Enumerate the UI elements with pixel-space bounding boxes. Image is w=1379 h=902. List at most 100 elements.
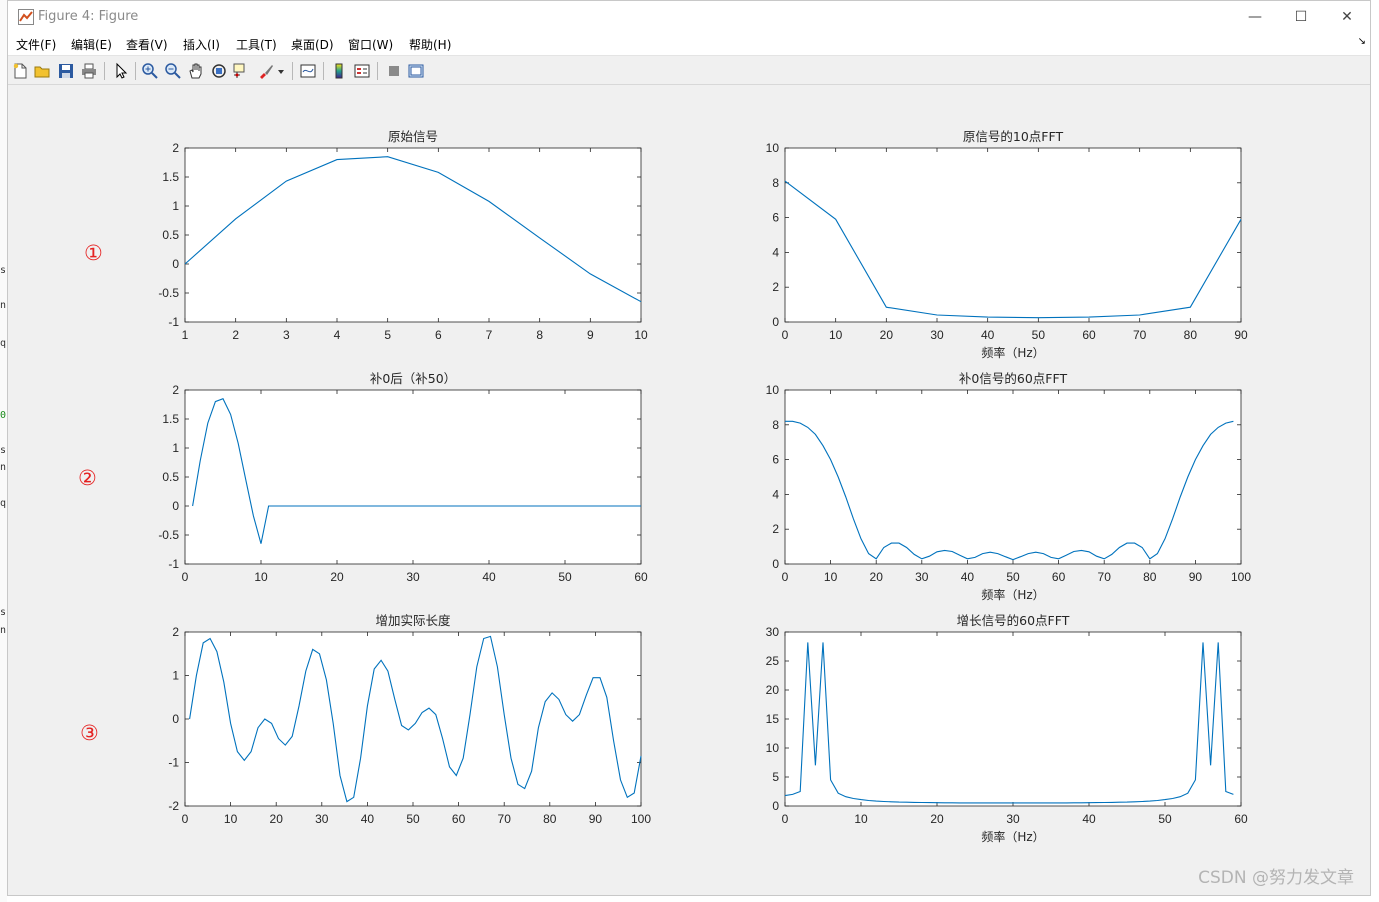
x-tick-label: 40 <box>981 328 995 342</box>
x-tick-label: 60 <box>1052 570 1066 584</box>
x-tick-label: 100 <box>1231 570 1251 584</box>
x-tick-label: 7 <box>486 328 493 342</box>
menu-insert[interactable]: 插入(I) <box>183 38 220 52</box>
axes-title-1: 原始信号 <box>388 129 438 144</box>
y-tick-label: 6 <box>772 211 779 225</box>
x-tick-label: 5 <box>384 328 391 342</box>
zoom-out-icon[interactable] <box>164 62 182 80</box>
x-tick-label: 8 <box>536 328 543 342</box>
y-tick-label: 0 <box>172 499 179 513</box>
menu-bar: 文件(F) 编辑(E) 查看(V) 插入(I) 工具(T) 桌面(D) 窗口(W… <box>8 33 1370 56</box>
title-bar[interactable]: Figure 4: Figure — ☐ ✕ <box>8 1 1370 33</box>
y-tick-label: -1 <box>168 557 179 571</box>
x-tick-label: 9 <box>587 328 594 342</box>
y-tick-label: 1 <box>172 199 179 213</box>
figure-window: Figure 4: Figure — ☐ ✕ 文件(F) 编辑(E) 查看(V)… <box>7 0 1371 896</box>
rotate-3d-icon[interactable] <box>210 62 228 80</box>
zoom-in-icon[interactable] <box>141 62 159 80</box>
figure-canvas[interactable]: 1 2 3 4 5 6 7 8 9 10 -1 -0.5 0 0.5 1 1.5 2 原始信号 0 10 20 30 40 5… <box>8 85 1370 895</box>
toolbar-separator <box>104 62 105 80</box>
menu-window[interactable]: 窗口(W) <box>348 38 394 52</box>
x-tick-label: 40 <box>961 570 975 584</box>
x-tick-label: 10 <box>634 328 648 342</box>
link-plot-icon[interactable] <box>299 62 317 80</box>
axes-title-2: 原信号的10点FFT <box>963 129 1064 144</box>
figure-toolbar <box>8 58 1370 85</box>
menu-overflow-icon[interactable]: ↘ <box>1357 36 1366 47</box>
save-icon[interactable] <box>57 62 75 80</box>
x-tick-label: 30 <box>1006 812 1020 826</box>
y-tick-label: 10 <box>766 141 780 155</box>
brush-icon[interactable] <box>257 62 275 80</box>
y-tick-label: -0.5 <box>158 286 179 300</box>
x-tick-label: 1 <box>182 328 189 342</box>
menu-tools[interactable]: 工具(T) <box>236 38 277 52</box>
x-tick-label: 70 <box>498 812 512 826</box>
x-tick-label: 50 <box>1006 570 1020 584</box>
y-tick-label: 1.5 <box>162 170 179 184</box>
row-marker-2: ② <box>78 466 97 490</box>
y-tick-label: 1 <box>172 441 179 455</box>
watermark: CSDN @努力发文章 <box>1198 868 1354 888</box>
data-cursor-icon[interactable] <box>232 62 250 80</box>
y-tick-label: 1 <box>172 669 179 683</box>
menu-file[interactable]: 文件(F) <box>16 38 57 52</box>
x-tick-label: 80 <box>1143 570 1157 584</box>
x-tick-label: 90 <box>589 812 603 826</box>
print-icon[interactable] <box>80 62 98 80</box>
arrow-select-icon[interactable] <box>112 62 130 80</box>
menu-desktop[interactable]: 桌面(D) <box>291 38 334 52</box>
y-tick-label: 0 <box>772 799 779 813</box>
x-tick-label: 70 <box>1098 570 1112 584</box>
y-tick-label: 10 <box>766 741 780 755</box>
y-tick-label: 30 <box>766 625 780 639</box>
brush-dropdown-icon[interactable] <box>276 62 286 80</box>
y-tick-label: 5 <box>772 770 779 784</box>
series-line-1 <box>184 156 642 303</box>
axes-box-4 <box>784 389 1242 565</box>
colorbar-icon[interactable] <box>330 62 348 80</box>
x-tick-label: 60 <box>1082 328 1096 342</box>
x-tick-label: 0 <box>782 328 789 342</box>
matlab-app-icon <box>18 9 34 25</box>
axes-title-3: 补0后（补50） <box>370 371 456 386</box>
y-tick-label: 8 <box>772 176 779 190</box>
open-file-icon[interactable] <box>33 62 51 80</box>
x-tick-label: 2 <box>232 328 239 342</box>
menu-edit[interactable]: 编辑(E) <box>71 38 112 52</box>
y-tick-label: 6 <box>772 453 779 467</box>
close-button[interactable]: ✕ <box>1324 1 1370 33</box>
x-tick-label: 20 <box>330 570 344 584</box>
legend-icon[interactable] <box>353 62 371 80</box>
toolbar-separator <box>377 62 378 80</box>
series-line-3 <box>192 398 641 544</box>
new-figure-icon[interactable] <box>11 62 29 80</box>
x-tick-label: 30 <box>315 812 329 826</box>
y-tick-label: -0.5 <box>158 528 179 542</box>
x-axis-label-2: 频率（Hz） <box>981 345 1044 360</box>
x-tick-label: 60 <box>1234 812 1248 826</box>
y-tick-label: 0 <box>172 257 179 271</box>
row-marker-1: ① <box>84 241 103 265</box>
maximize-button[interactable]: ☐ <box>1278 1 1324 33</box>
x-tick-label: 40 <box>361 812 375 826</box>
menu-help[interactable]: 帮助(H) <box>409 38 452 52</box>
y-tick-label: 10 <box>766 383 780 397</box>
y-tick-label: 4 <box>772 245 779 259</box>
series-line-2 <box>784 180 1242 319</box>
x-tick-label: 80 <box>543 812 557 826</box>
hide-plot-tools-icon[interactable] <box>385 62 403 80</box>
axes-box-5 <box>184 631 642 807</box>
minimize-button[interactable]: — <box>1232 1 1278 33</box>
x-tick-label: 40 <box>1082 812 1096 826</box>
pan-hand-icon[interactable] <box>187 62 205 80</box>
menu-view[interactable]: 查看(V) <box>126 38 168 52</box>
x-tick-label: 20 <box>880 328 894 342</box>
x-tick-label: 10 <box>829 328 843 342</box>
show-plot-tools-icon[interactable] <box>407 62 425 80</box>
y-tick-label: 8 <box>772 418 779 432</box>
x-tick-label: 6 <box>435 328 442 342</box>
y-tick-label: 0 <box>772 557 779 571</box>
x-tick-label: 4 <box>334 328 341 342</box>
close-icon: ✕ <box>1341 9 1353 25</box>
